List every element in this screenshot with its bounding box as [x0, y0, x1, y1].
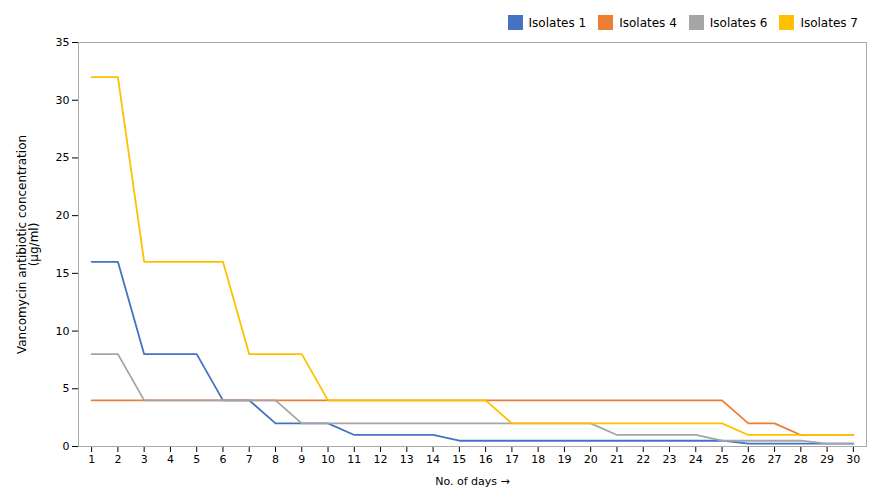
svg-text:14: 14 — [426, 453, 440, 466]
svg-text:4: 4 — [167, 453, 174, 466]
svg-text:23: 23 — [663, 453, 677, 466]
svg-text:9: 9 — [298, 453, 305, 466]
html-text:Isolates 4: Isolates 4 — [619, 15, 677, 30]
svg-text:0: 0 — [63, 440, 70, 453]
svg-text:20: 20 — [56, 209, 70, 222]
svg-text:22: 22 — [636, 453, 650, 466]
svg-text:25: 25 — [715, 453, 729, 466]
svg-text:10: 10 — [56, 325, 70, 338]
svg-text:No. of days →: No. of days → — [435, 475, 510, 488]
svg-text:1: 1 — [88, 453, 95, 466]
svg-text:13: 13 — [400, 453, 414, 466]
html-text:Isolates 1: Isolates 1 — [528, 15, 587, 30]
svg-text:17: 17 — [505, 453, 519, 466]
svg-text:21: 21 — [610, 453, 624, 466]
svg-text:26: 26 — [741, 453, 755, 466]
svg-text:3: 3 — [141, 453, 148, 466]
svg-text:Vancomycin antibiotic concentr: Vancomycin antibiotic concentration(µg/m… — [15, 135, 41, 354]
svg-text:5: 5 — [63, 382, 70, 395]
svg-text:7: 7 — [246, 453, 253, 466]
svg-text:27: 27 — [768, 453, 782, 466]
svg-text:2: 2 — [114, 453, 121, 466]
svg-text:25: 25 — [56, 151, 70, 164]
svg-text:29: 29 — [820, 453, 834, 466]
svg-text:15: 15 — [56, 267, 70, 280]
svg-text:30: 30 — [56, 94, 70, 107]
svg-text:15: 15 — [452, 453, 466, 466]
svg-text:24: 24 — [689, 453, 703, 466]
svg-text:5: 5 — [193, 453, 200, 466]
svg-text:20: 20 — [584, 453, 598, 466]
svg-text:19: 19 — [557, 453, 571, 466]
svg-text:8: 8 — [272, 453, 279, 466]
svg-text:6: 6 — [219, 453, 226, 466]
svg-text:12: 12 — [374, 453, 388, 466]
svg-text:30: 30 — [846, 453, 860, 466]
svg-text:10: 10 — [321, 453, 335, 466]
svg-text:18: 18 — [531, 453, 545, 466]
html-text:Isolates 7: Isolates 7 — [800, 15, 858, 30]
svg-text:35: 35 — [56, 36, 70, 49]
svg-text:28: 28 — [794, 453, 808, 466]
html-text:Isolates 6: Isolates 6 — [709, 15, 768, 30]
svg-text:11: 11 — [347, 453, 361, 466]
svg-text:16: 16 — [479, 453, 493, 466]
